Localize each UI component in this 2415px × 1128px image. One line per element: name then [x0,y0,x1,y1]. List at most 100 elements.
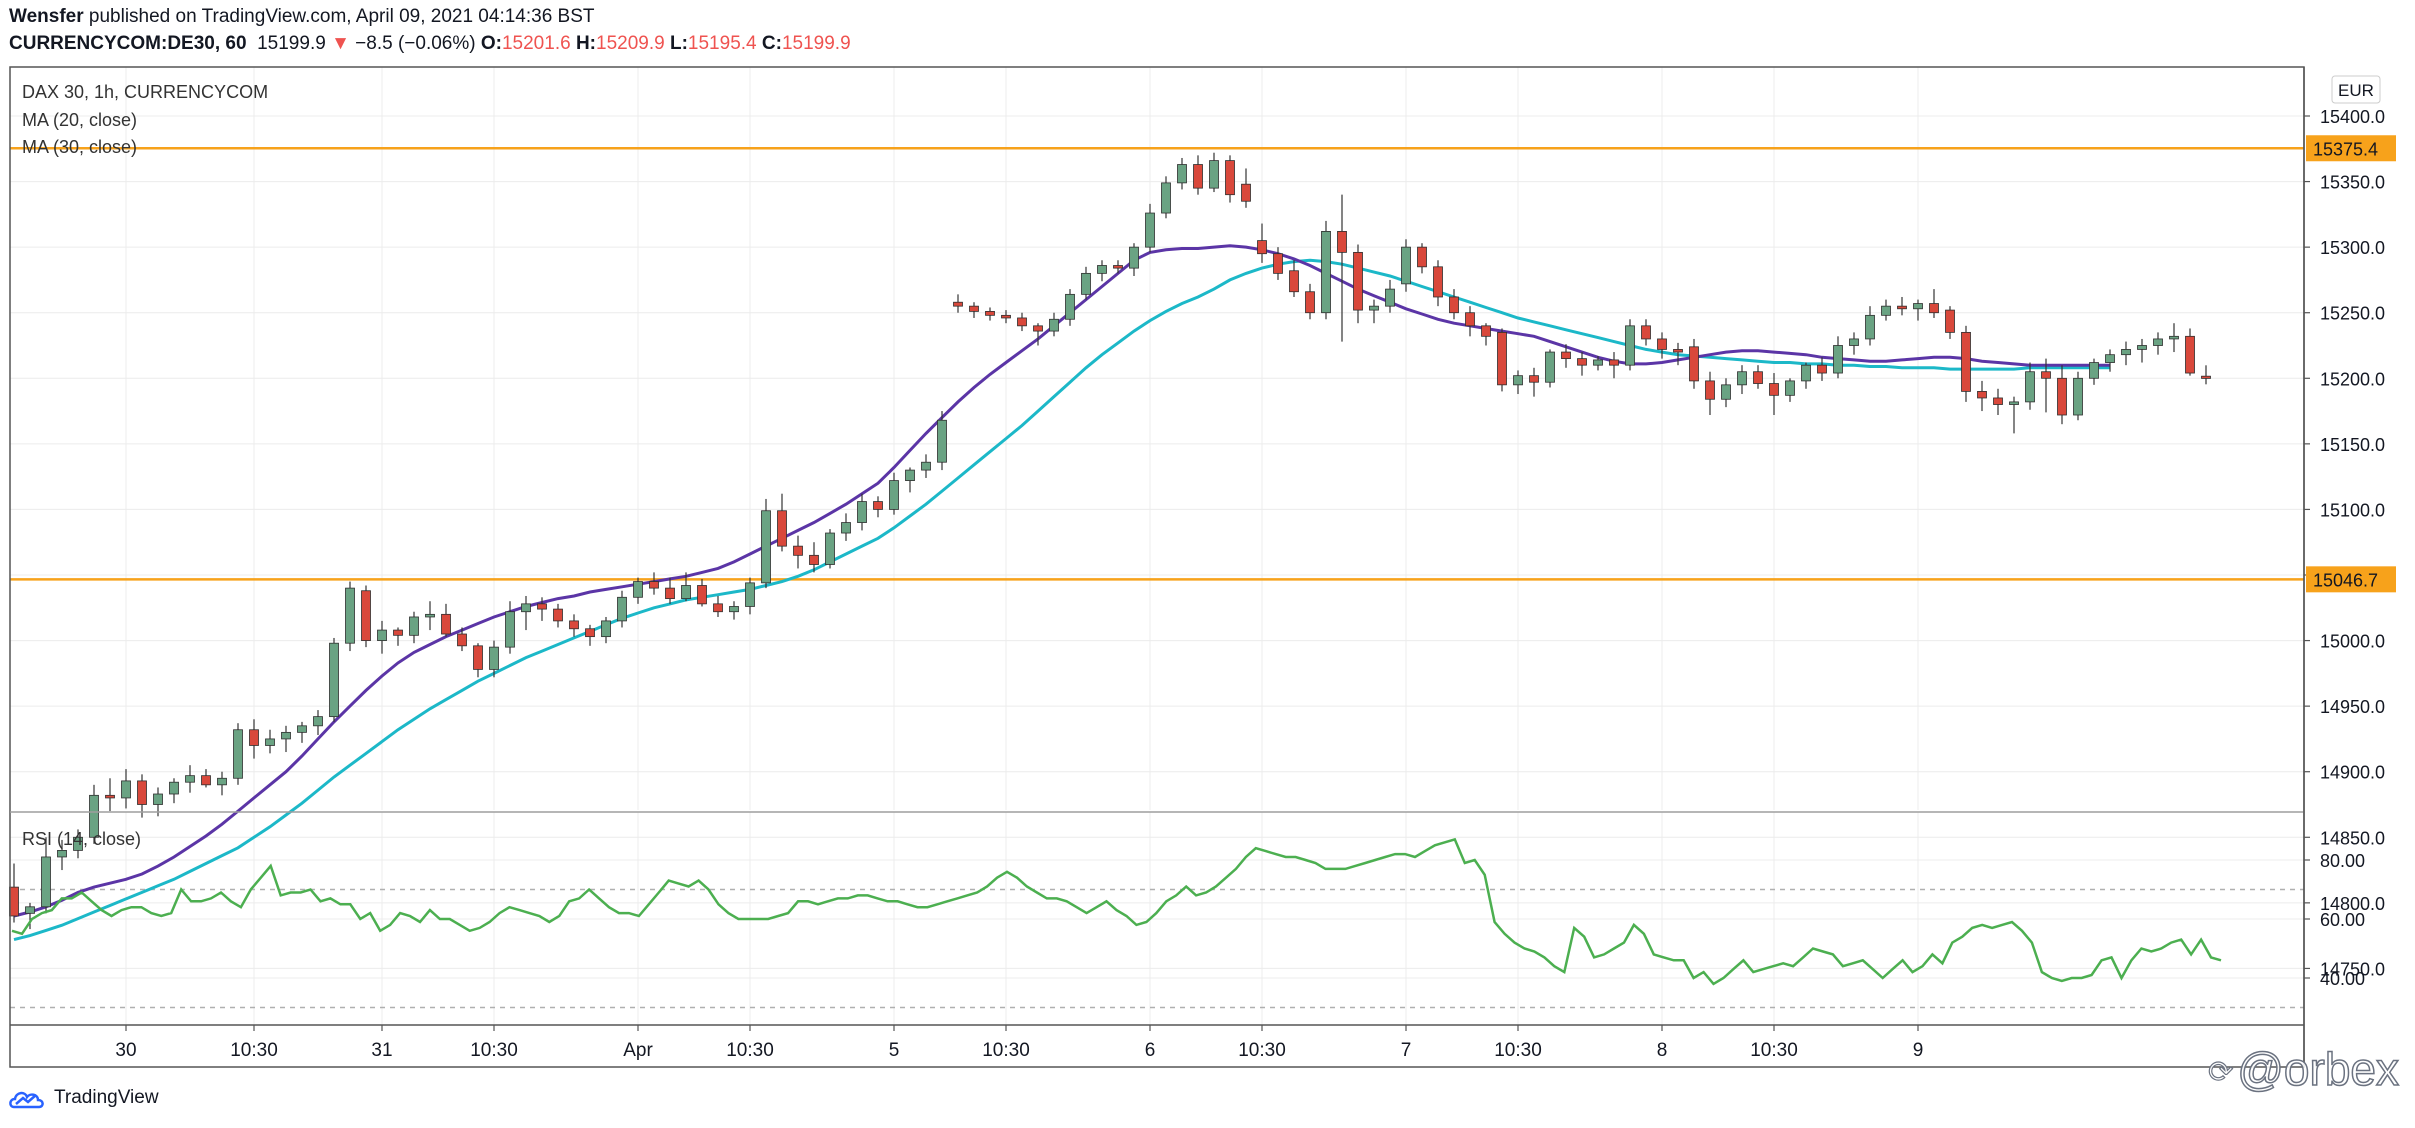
horizontal-lines[interactable] [10,147,2304,581]
candle [1353,244,1363,324]
candle-body [1497,331,1507,386]
candle [1977,380,1987,412]
candle-body [1161,182,1171,214]
candle-body [377,629,387,641]
time-axis[interactable]: 30 10:30 31 10:30 Apr 10:30 5 10:30 6 10:30 7 10:30… [115,1025,1923,1061]
candle [1177,157,1187,190]
candle-body [553,608,563,622]
candle-body [1241,183,1251,202]
candle [73,829,83,859]
rsi-legend[interactable]: RSI (14, close) [22,829,142,849]
candle-body [1465,312,1475,327]
candle [1097,260,1107,282]
candle-body [57,850,67,858]
hline-price-tag[interactable] [2306,135,2396,162]
candle-body [2169,335,2179,340]
candle [521,595,531,631]
candle [1705,371,1715,416]
candle [1273,247,1283,280]
candle [1785,378,1795,402]
candle [105,778,115,812]
candle [1961,325,1971,402]
price-change: −8.5 (−0.06%) [355,33,476,54]
price-tick-label: 15100.0 [2320,500,2385,520]
candle [505,601,515,654]
candle-body [729,606,739,613]
candle-body [1897,305,1907,310]
candle [905,467,915,493]
candle-body [409,616,419,636]
candle [41,837,51,914]
candle-body [1385,288,1395,307]
candle-body [2025,371,2035,403]
candle-body [393,629,403,636]
candle [1737,365,1747,395]
price-axis[interactable]: 14750.0 14800.0 14850.0 14900.0 14950.0 15000… [2304,75,2396,989]
candle-body [2073,377,2083,416]
candle-body [921,461,931,471]
candle-body [329,642,339,718]
chart-title[interactable]: DAX 30, 1h, CURRENCYCOM [22,82,269,102]
candle [25,902,35,930]
candle [985,307,995,321]
candle-body [2153,338,2163,346]
candle-body [265,738,275,746]
candle-body [1129,246,1139,269]
candle-body [233,729,243,779]
candle-body [1193,164,1203,189]
tradingview-footer[interactable]: TradingView [8,1085,159,1111]
hline-price-tag[interactable] [2306,566,2396,593]
candle-body [1257,240,1267,255]
close-value: 15199.9 [781,33,851,54]
candle-body [1705,380,1715,400]
candle-body [2121,349,2131,356]
candle-body [1353,251,1363,311]
candle [841,513,851,541]
candle [313,710,323,735]
candle [937,411,947,471]
candle-body [1321,231,1331,314]
candle [265,729,275,754]
price-tick-label: 15200.0 [2320,369,2385,389]
candle-body [25,906,35,914]
currency-box [2331,75,2381,104]
candle [377,620,387,654]
candle [617,590,627,628]
grid [10,67,2304,1025]
candle [2025,362,2035,410]
candle [1113,260,1123,274]
candle-body [745,582,755,607]
candle [1881,299,1891,321]
candle-body [1225,160,1235,196]
candle-body [585,628,595,638]
candle-body [617,596,627,622]
candle [2041,358,2051,413]
candle-body [1081,272,1091,295]
currency-label[interactable]: EUR [2338,81,2374,100]
publish-text: published on TradingView.com, April 09, … [83,6,595,27]
time-tick-label: 10:30 [982,1040,1030,1061]
candle-body [1961,331,1971,392]
candle-body [713,603,723,613]
price-tick-label: 15000.0 [2320,632,2385,652]
candle [1625,319,1635,371]
candle-body [905,469,915,481]
candle [1561,344,1571,368]
candle [1289,260,1299,297]
ma30-legend[interactable]: MA (30, close) [22,137,138,157]
candle-body [1737,371,1747,386]
candle [1577,352,1587,376]
candle [329,637,339,722]
high-value: 15209.9 [596,33,665,54]
candle-body [489,646,499,670]
candle-body [857,501,867,523]
down-triangle-icon: ▼ [331,33,350,54]
orbex-watermark: ⟳@orbex [2207,1042,2399,1096]
candle [1769,373,1779,416]
price-tick-label: 14900.0 [2320,763,2385,783]
ma20-legend[interactable]: MA (20, close) [22,110,138,130]
candle-body [345,587,355,644]
candle [57,839,67,871]
chart-border [9,66,2305,1068]
